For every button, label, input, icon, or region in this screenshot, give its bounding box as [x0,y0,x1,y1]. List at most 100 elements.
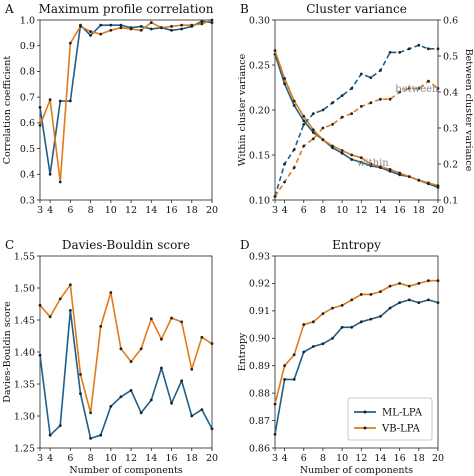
data-point [149,21,153,24]
x-tick-label: 10 [105,453,117,464]
data-point [427,47,430,51]
legend-label-vb: VB-LPA [381,424,421,435]
data-point [160,366,163,370]
data-point [273,432,277,436]
data-point [58,180,62,184]
data-point [68,99,72,103]
data-point [210,427,214,431]
data-point [379,314,382,318]
y-tick-label: 0.5 [20,144,35,155]
data-point [369,162,373,166]
plot-frame [39,255,213,449]
legend-box [347,397,433,441]
panel-a: A Maximum profile correlation 0.3 0.4 0.5 0.6… [2,2,218,216]
legend-label-ml: ML-LPA [382,408,423,419]
data-point [302,323,306,326]
y-tick-label: 1.55 [14,251,35,262]
data-point [321,138,325,142]
x-tick-label: 3 [37,205,43,216]
data-point [149,27,153,31]
legend-marker [363,410,367,414]
data-point [200,19,204,23]
data-point [38,353,42,357]
x-axis-label: Number of components [300,465,413,476]
data-point [321,126,325,130]
data-point [350,153,354,157]
y-right-tick-label: 0.3 [443,123,458,134]
y-tick-label: 0.15 [249,150,270,161]
data-point [89,437,92,440]
data-point [38,106,42,109]
data-point [283,162,286,166]
data-point [292,166,296,170]
data-point [331,336,334,340]
data-point [388,97,392,101]
data-point [302,123,306,126]
data-point [407,87,411,90]
data-point [398,90,402,94]
x-tick-label: 6 [301,453,307,464]
series-line-vb-lpa [39,283,213,414]
data-point [170,401,173,405]
y-tick-label: 0.20 [249,105,270,116]
data-point [436,47,440,51]
x-tick-label: 3 [37,453,43,464]
y-right-axis-label: Between cluster variance [463,49,474,172]
x-tick-label: 20 [206,453,218,464]
data-point [139,25,143,28]
data-point [427,79,430,83]
data-point [109,23,113,27]
data-point [388,51,392,54]
y-tick-label: 0.7 [20,92,35,103]
data-point [79,392,82,395]
data-point [350,325,354,329]
data-point [311,320,315,324]
y-tick-label: 0.89 [249,361,270,372]
data-point [340,151,344,155]
y-axis-label: Correlation coefficient [2,56,13,165]
data-point [139,347,143,351]
data-point [369,76,373,79]
data-point [99,325,103,328]
data-point [340,149,344,152]
x-tick-label: 14 [145,205,157,216]
x-tick-label: 8 [320,453,326,464]
y-tick-label: 1.45 [14,315,35,326]
y-right-tick-label: 0.6 [443,15,458,26]
y-axis-label: Entropy [237,332,248,371]
data-point [210,342,214,346]
data-point [48,98,52,102]
y-right-tick-label: 0.4 [443,87,458,98]
data-point [273,195,277,198]
data-point [369,293,373,296]
data-point [58,99,62,103]
data-point [388,284,392,288]
data-point [160,26,163,30]
x-tick-label: 12 [125,205,137,216]
x-tick-label: 12 [355,205,367,216]
y-right-tick-label: 0.5 [443,51,458,62]
x-axis-label: Number of components [69,465,182,476]
data-point [311,131,315,134]
data-point [48,315,52,319]
x-tick-label: 8 [88,205,94,216]
data-point [68,309,72,312]
data-point [350,158,354,161]
y-tick-label: 0.91 [249,306,270,317]
data-point [417,178,421,182]
series-line-vb-lpa-within [274,50,439,187]
data-point [38,303,42,307]
y-right-tick-label: 0.1 [443,195,458,206]
data-point [321,312,325,315]
data-point [379,97,382,101]
data-point [292,353,296,357]
y-tick-label: 0.90 [249,334,270,345]
data-point [99,32,103,36]
series-line-ml-lpa-between [274,44,438,197]
data-point [190,414,194,418]
data-point [180,320,184,324]
data-point [283,82,286,86]
data-point [119,347,123,351]
data-point [99,23,103,27]
panel-letter: C [5,238,14,252]
